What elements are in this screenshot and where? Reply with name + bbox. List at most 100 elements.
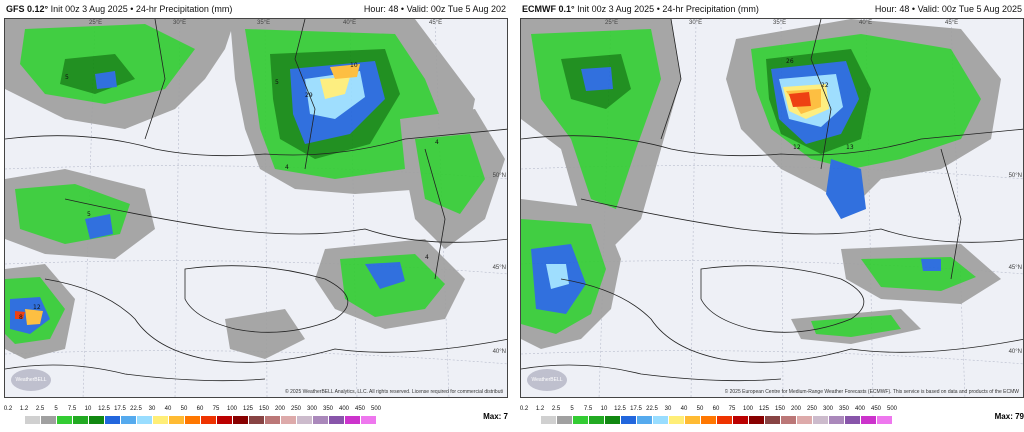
legend-swatch <box>72 416 88 424</box>
ecmwf-panel: ECMWF 0.1° Init 00z 3 Aug 2025 • 24-hr P… <box>516 0 1024 432</box>
legend-tick: 60 <box>196 406 204 412</box>
legend-swatch <box>812 416 828 424</box>
legend-swatch <box>796 416 812 424</box>
lon-label: 35°E <box>773 20 787 26</box>
lat-label: 40°N <box>492 349 506 355</box>
legend-swatch <box>296 416 312 424</box>
legend-tick: 60 <box>712 406 720 412</box>
legend-swatch <box>248 416 264 424</box>
precip-legend: 0.2 1.2 2.5 5 7.5 10 12.5 17.5 22.5 30 40 50 60 75 100… <box>520 404 1024 430</box>
map-graphic: 29 10 5 4 4 5 12 4 8 5 <box>5 19 507 397</box>
lat-label: 45°N <box>1008 265 1022 271</box>
legend-swatch <box>668 416 684 424</box>
legend-swatch <box>764 416 780 424</box>
legend-swatch <box>844 416 860 424</box>
max-value: Max: 79 <box>994 412 1024 421</box>
legend-swatch <box>572 416 588 424</box>
legend-tick: 75 <box>212 406 220 412</box>
legend-swatch <box>40 416 56 424</box>
legend-tick: 150 <box>258 406 270 412</box>
legend-tick: 0.2 <box>3 406 13 412</box>
init-info: Init 00z 3 Aug 2025 • 24-hr Precipitatio… <box>577 4 759 14</box>
max-value: Max: 7 <box>483 412 508 421</box>
legend-swatch <box>200 416 216 424</box>
legend-swatch <box>588 416 604 424</box>
init-info: Init 00z 3 Aug 2025 • 24-hr Precipitatio… <box>50 4 233 14</box>
legend-tick: 17.5 <box>114 406 126 412</box>
legend-swatch <box>716 416 732 424</box>
lon-label: 45°E <box>429 20 443 26</box>
legend-tick: 50 <box>180 406 188 412</box>
map-value: 22 <box>821 82 829 89</box>
gfs-panel: GFS 0.12° Init 00z 3 Aug 2025 • 24-hr Pr… <box>0 0 508 432</box>
legend-tick: 7.5 <box>583 406 593 412</box>
map-value: 12 <box>793 144 801 151</box>
panel-header: GFS 0.12° Init 00z 3 Aug 2025 • 24-hr Pr… <box>0 0 508 18</box>
map-value: 4 <box>425 254 429 261</box>
legend-swatch <box>216 416 232 424</box>
legend-swatch <box>264 416 280 424</box>
legend-tick: 40 <box>164 406 172 412</box>
lon-label: 40°E <box>859 20 873 26</box>
legend-tick: 300 <box>822 406 834 412</box>
legend-tick: 400 <box>338 406 350 412</box>
legend-tick: 250 <box>806 406 818 412</box>
map-value: 5 <box>275 79 279 86</box>
map-value: 13 <box>846 144 854 151</box>
legend-tick: 200 <box>274 406 286 412</box>
legend-swatch <box>104 416 120 424</box>
legend-swatch <box>56 416 72 424</box>
map-value: 10 <box>350 62 358 69</box>
map-value: 4 <box>435 139 439 146</box>
legend-swatch <box>24 416 40 424</box>
legend-swatch <box>556 416 572 424</box>
legend-tick: 500 <box>370 406 382 412</box>
precipitation-map: 29 10 5 4 4 5 12 4 8 5 25°E 30°E 35°E 40… <box>4 18 508 398</box>
legend-tick: 10 <box>600 406 608 412</box>
legend-tick: 350 <box>322 406 334 412</box>
lat-label: 50°N <box>492 173 506 179</box>
map-value: 5 <box>65 74 69 81</box>
legend-tick: 10 <box>84 406 92 412</box>
map-value: 4 <box>285 164 289 171</box>
copyright-credit: © 2025 European Centre for Medium-Range … <box>724 389 1019 395</box>
legend-tick: 500 <box>886 406 898 412</box>
legend-tick: 250 <box>290 406 302 412</box>
precipitation-map: 26 22 13 12 25°E 30°E 35°E 40°E 45°E 50°… <box>520 18 1024 398</box>
legend-swatch <box>780 416 796 424</box>
legend-tick: 1.2 <box>535 406 545 412</box>
valid-time: Hour: 48 • Valid: 00z Tue 5 Aug 202 <box>363 4 506 14</box>
legend-tick: 12.5 <box>98 406 110 412</box>
legend-swatch <box>232 416 248 424</box>
legend-swatch <box>344 416 360 424</box>
legend-tick: 125 <box>242 406 254 412</box>
legend-tick: 22.5 <box>130 406 142 412</box>
lat-label: 50°N <box>1008 173 1022 179</box>
lon-label: 45°E <box>945 20 959 26</box>
lon-label: 35°E <box>257 20 271 26</box>
legend-swatch <box>136 416 152 424</box>
legend-tick: 350 <box>838 406 850 412</box>
legend-swatch <box>152 416 168 424</box>
legend-tick: 450 <box>354 406 366 412</box>
legend-tick: 40 <box>680 406 688 412</box>
legend-tick: 2.5 <box>35 406 45 412</box>
legend-tick: 17.5 <box>630 406 642 412</box>
legend-tick: 0.2 <box>519 406 529 412</box>
lat-label: 45°N <box>492 265 506 271</box>
model-name: ECMWF 0.1° <box>522 4 575 14</box>
legend-swatch <box>652 416 668 424</box>
legend-tick: 400 <box>854 406 866 412</box>
lon-label: 30°E <box>173 20 187 26</box>
legend-swatch <box>360 416 376 424</box>
legend-swatch <box>120 416 136 424</box>
legend-tick: 450 <box>870 406 882 412</box>
legend-swatch <box>312 416 328 424</box>
legend-tick: 150 <box>774 406 786 412</box>
legend-swatch <box>524 416 540 424</box>
legend-tick: 5 <box>54 406 58 412</box>
legend-swatch <box>328 416 344 424</box>
legend-color-bar <box>524 416 892 424</box>
map-value: 26 <box>786 58 794 65</box>
legend-swatch <box>828 416 844 424</box>
